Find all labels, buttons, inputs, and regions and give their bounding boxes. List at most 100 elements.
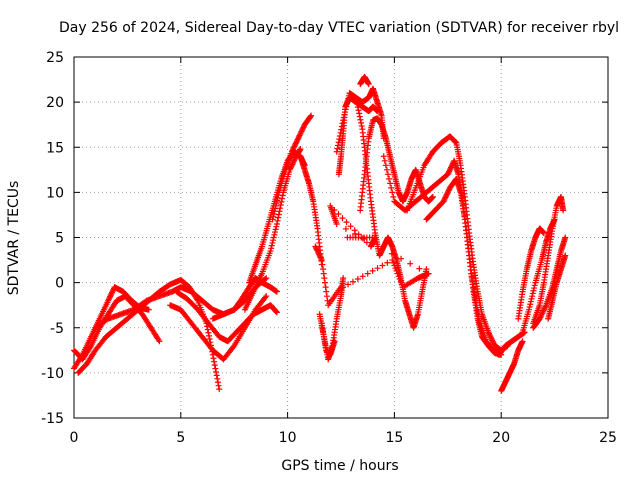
plus-marker	[291, 143, 298, 150]
plus-marker	[274, 194, 281, 201]
plus-marker	[527, 301, 534, 308]
plus-marker	[268, 245, 275, 252]
plus-marker	[340, 114, 347, 121]
plus-marker	[369, 267, 376, 274]
series-track-26	[530, 234, 569, 331]
plus-marker	[290, 144, 297, 151]
plus-marker	[541, 306, 548, 313]
plus-marker	[384, 171, 391, 178]
plus-marker	[336, 136, 343, 143]
plus-marker	[519, 338, 526, 345]
plus-marker	[343, 219, 350, 226]
x-axis-label: GPS time / hours	[281, 458, 398, 474]
plus-marker	[416, 265, 423, 272]
plus-marker	[333, 148, 340, 155]
plus-marker	[379, 245, 386, 252]
plus-marker	[387, 180, 394, 187]
plus-marker	[275, 214, 282, 221]
plus-marker	[337, 129, 344, 136]
plus-marker	[290, 146, 297, 153]
plus-marker	[313, 244, 320, 251]
series-track-27	[545, 252, 569, 322]
plus-marker	[540, 307, 547, 314]
plus-marker	[398, 255, 405, 262]
plus-marker	[526, 303, 533, 310]
plus-marker	[270, 213, 277, 220]
plus-marker	[487, 334, 494, 341]
plus-marker	[334, 145, 341, 152]
plus-marker	[331, 206, 338, 213]
plus-marker	[271, 229, 278, 236]
plus-marker	[297, 131, 304, 138]
plus-marker	[339, 120, 346, 127]
plus-marker	[379, 262, 386, 269]
plus-marker	[213, 368, 220, 375]
plus-marker	[447, 165, 454, 172]
plus-marker	[498, 351, 505, 358]
plus-marker	[539, 308, 546, 315]
plus-marker	[351, 227, 358, 234]
plus-marker	[562, 252, 569, 259]
plus-marker	[349, 278, 356, 285]
plus-marker	[215, 382, 222, 389]
plus-marker	[274, 217, 281, 224]
y-tick-label: -10	[41, 366, 64, 382]
plus-marker	[155, 336, 162, 343]
plus-marker	[441, 195, 448, 202]
plus-marker	[529, 290, 536, 297]
series-track-16	[352, 94, 430, 331]
plus-marker	[340, 284, 347, 291]
plus-marker	[356, 113, 363, 120]
plus-marker	[541, 304, 548, 311]
plus-marker	[562, 234, 569, 241]
series-track-13	[318, 320, 338, 358]
plus-marker	[292, 141, 299, 148]
plus-marker	[335, 211, 342, 218]
plus-marker	[537, 313, 544, 320]
plus-marker	[214, 379, 221, 386]
plus-marker	[297, 146, 304, 153]
plus-marker	[529, 293, 536, 300]
plus-marker	[444, 190, 451, 197]
plus-marker	[394, 270, 401, 277]
plus-marker	[320, 270, 327, 277]
plus-marker	[211, 362, 218, 369]
plus-marker	[212, 365, 219, 372]
plus-marker	[342, 106, 349, 113]
plus-marker	[336, 132, 343, 139]
plus-marker	[313, 246, 320, 253]
plus-marker	[295, 135, 302, 142]
series-track-7	[209, 275, 280, 322]
plus-marker	[270, 237, 277, 244]
plus-marker	[386, 175, 393, 182]
plus-marker	[270, 211, 277, 218]
plus-marker	[374, 265, 381, 272]
x-tick-label: 5	[176, 430, 185, 446]
plus-marker	[345, 95, 352, 102]
series-track-22	[498, 338, 526, 394]
plus-marker	[263, 293, 270, 300]
plus-marker	[214, 375, 221, 382]
plus-marker	[486, 330, 493, 337]
plus-marker	[293, 137, 300, 144]
plus-marker	[316, 251, 323, 258]
plus-marker	[340, 117, 347, 124]
plus-marker	[440, 198, 447, 205]
plus-marker	[383, 166, 390, 173]
plus-marker	[445, 169, 452, 176]
x-tick-label: 0	[70, 430, 79, 446]
plus-marker	[318, 257, 325, 264]
plus-marker	[486, 331, 493, 338]
plus-marker	[358, 123, 365, 130]
plus-marker	[531, 282, 538, 289]
plus-marker	[452, 138, 459, 145]
plus-marker	[320, 266, 327, 273]
plus-marker	[359, 273, 366, 280]
plus-marker	[423, 266, 430, 273]
plus-marker	[357, 116, 364, 123]
plus-marker	[391, 262, 398, 269]
plus-marker	[278, 198, 285, 205]
y-tick-label: 5	[55, 231, 64, 247]
plus-marker	[269, 216, 276, 223]
plus-marker	[107, 292, 114, 299]
